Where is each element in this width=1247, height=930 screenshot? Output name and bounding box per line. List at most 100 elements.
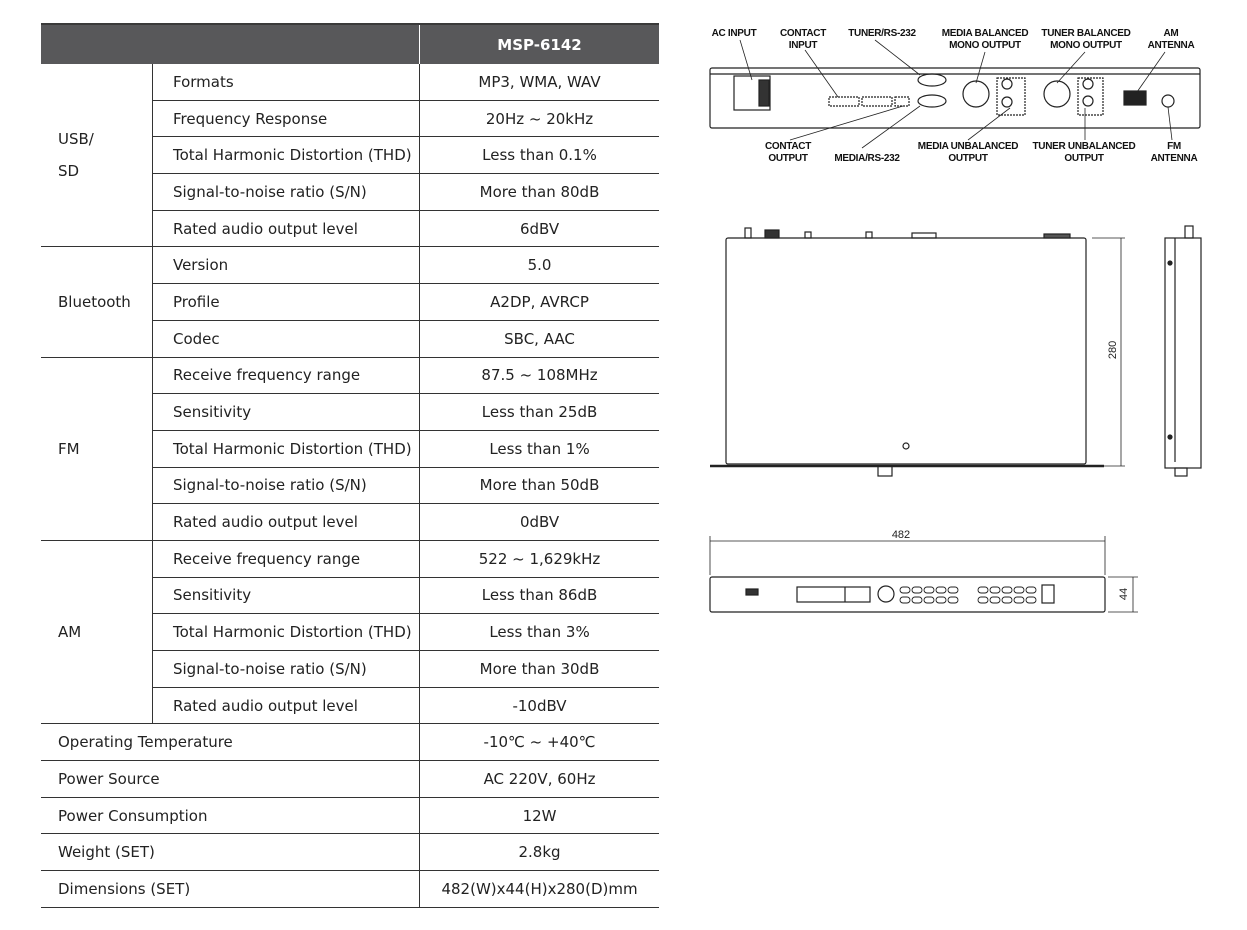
spec-label: Profile [152,283,421,321]
spec-label: Weight (SET) [41,833,421,872]
table-row: Codec SBC, AAC [41,320,659,358]
spec-label: Codec [152,320,421,358]
table-row: Power Consumption 12W [41,797,659,835]
table-row: USB/SD Formats MP3, WMA, WAV [41,64,659,248]
tuner-xlr-icon [1043,80,1071,108]
spec-value: 20Hz ~ 20kHz [419,100,659,138]
side-view-drawing [1164,225,1202,477]
label-media-balanced-1: MEDIA BALANCED [942,28,1029,39]
group-label: AM [41,540,153,725]
spec-value: Less than 25dB [419,393,659,431]
table-row: Signal-to-noise ratio (S/N) More than 30d… [41,650,659,688]
spec-value: Less than 0.1% [419,136,659,175]
front-button-icon [935,596,947,604]
spec-value: A2DP, AVRCP [419,283,659,321]
ac-inlet-icon [733,75,771,111]
front-button-icon [911,586,923,594]
front-button-icon [977,596,989,604]
rear-panel-drawing [709,39,1201,149]
spec-value: AC 220V, 60Hz [419,760,659,798]
spec-value: More than 50dB [419,467,659,505]
header-blank [41,23,421,64]
table-row: Frequency Response 20Hz ~ 20kHz [41,100,659,138]
spec-value: Less than 3% [419,613,659,651]
spec-label: Receive frequency range [152,357,421,395]
spec-value: -10dBV [419,687,659,725]
table-row: Dimensions (SET) 482(W)x44(H)x280(D)mm [41,870,659,908]
table-row: Power Source AC 220V, 60Hz [41,760,659,798]
spec-label: Total Harmonic Distortion (THD) [152,613,421,651]
spec-label: Rated audio output level [152,503,421,541]
group-label-text: USB/ [58,130,94,149]
group-label-text: SD [58,162,80,181]
table-row: Operating Temperature -10℃ ~ +40℃ [41,723,659,762]
table-row: Bluetooth Version 5.0 [41,246,659,358]
label-am-antenna-2: ANTENNA [1148,40,1195,51]
depth-dimension: 280 [1107,341,1119,359]
front-button-icon [935,586,947,594]
spec-value: More than 30dB [419,650,659,688]
group-label: FM [41,357,153,541]
front-button-icon [899,586,911,594]
table-row: Total Harmonic Distortion (THD) Less than… [41,613,659,651]
group-label: Bluetooth [41,246,153,358]
spec-value: 482(W)x44(H)x280(D)mm [419,870,659,908]
fm-connector-icon [1161,94,1175,108]
table-row: Sensitivity Less than 25dB [41,393,659,431]
table-row: Rated audio output level 0dBV [41,503,659,541]
label-media-balanced-2: MONO OUTPUT [949,40,1021,51]
top-view-drawing [710,227,1125,477]
am-terminal-icon [1123,90,1147,106]
spec-value: 87.5 ~ 108MHz [419,357,659,395]
spec-value: SBC, AAC [419,320,659,358]
group-label: USB/SD [41,64,153,248]
table-row: Total Harmonic Distortion (THD) Less than… [41,136,659,175]
spec-value: Less than 86dB [419,577,659,615]
label-tuner-unbalanced-1: TUNER UNBALANCED [1033,141,1136,152]
table-row: Profile A2DP, AVRCP [41,283,659,321]
spec-label: Frequency Response [152,100,421,138]
spec-label: Signal-to-noise ratio (S/N) [152,650,421,688]
table-row: AM Receive frequency range 522 ~ 1,629kHz [41,540,659,725]
spec-value: -10℃ ~ +40℃ [419,723,659,762]
group-label-text: FM [58,439,80,458]
spec-value: 12W [419,797,659,835]
spec-label: Sensitivity [152,393,421,431]
front-button-icon [947,586,959,594]
tuner-rs232-port-icon [917,73,947,87]
spec-label: Rated audio output level [152,210,421,248]
front-button-grid [899,586,1037,604]
label-contact-output-2: OUTPUT [768,153,808,164]
label-tuner-rs232: TUNER/RS-232 [848,28,916,39]
label-ac-input: AC INPUT [712,28,757,39]
group-label-text: AM [58,623,82,642]
spec-label: Dimensions (SET) [41,870,421,908]
spec-label: Sensitivity [152,577,421,615]
spec-table: MSP-6142 USB/SD Formats MP3, WMA, WAV Frequ… [41,23,659,908]
spec-label: Total Harmonic Distortion (THD) [152,136,421,175]
front-button-icon [1025,596,1037,604]
front-button-icon [1025,586,1037,594]
rear-panel-labels: AC INPUT CONTACT INPUT TUNER/RS-232 MEDI… [712,28,1198,164]
front-button-icon [989,586,1001,594]
label-fm-antenna-1: FM [1167,141,1181,152]
spec-label: Rated audio output level [152,687,421,725]
front-button-icon [923,596,935,604]
table-row: Signal-to-noise ratio (S/N) More than 50d… [41,467,659,505]
table-row: Total Harmonic Distortion (THD) Less than… [41,430,659,468]
table-row: Sensitivity Less than 86dB [41,577,659,615]
spec-label: Power Source [41,760,421,798]
spec-value: 522 ~ 1,629kHz [419,540,659,578]
spec-header-row: MSP-6142 [41,23,659,64]
label-tuner-unbalanced-2: OUTPUT [1064,153,1104,164]
front-button-icon [947,596,959,604]
front-button-icon [1013,596,1025,604]
front-button-icon [911,596,923,604]
table-row: Rated audio output level 6dBV [41,210,659,248]
spec-value: More than 80dB [419,173,659,211]
front-button-icon [899,596,911,604]
front-view-drawing [709,536,1138,613]
spec-label: Version [152,246,421,285]
label-media-unbalanced-2: OUTPUT [948,153,988,164]
